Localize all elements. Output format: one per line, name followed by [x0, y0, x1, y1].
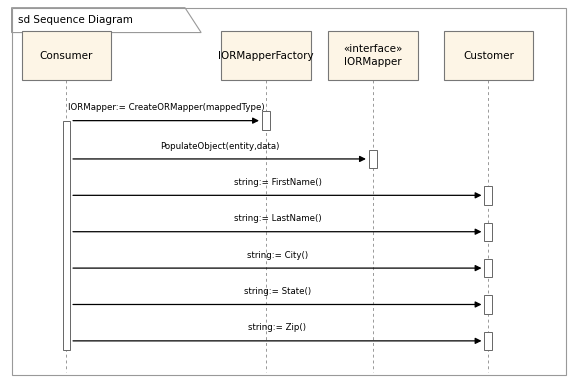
Bar: [62, 121, 71, 350]
Bar: [484, 295, 492, 314]
Bar: [22, 31, 112, 80]
Bar: [444, 31, 533, 80]
Text: string:= State(): string:= State(): [244, 287, 311, 296]
Text: Customer: Customer: [463, 51, 514, 61]
Text: string:= Zip(): string:= Zip(): [249, 324, 306, 332]
Bar: [262, 111, 270, 130]
Text: PopulateObject(entity,data): PopulateObject(entity,data): [160, 142, 279, 151]
Text: Consumer: Consumer: [40, 51, 93, 61]
Bar: [484, 259, 492, 277]
Text: IORMapperFactory: IORMapperFactory: [218, 51, 314, 61]
Text: string:= FirstName(): string:= FirstName(): [234, 178, 321, 187]
Text: sd Sequence Diagram: sd Sequence Diagram: [18, 15, 134, 25]
Bar: [484, 223, 492, 241]
Text: «interface»
IORMapper: «interface» IORMapper: [343, 44, 402, 67]
Text: IORMapper:= CreateORMapper(mappedType): IORMapper:= CreateORMapper(mappedType): [68, 103, 265, 112]
Bar: [328, 31, 417, 80]
Text: string:= City(): string:= City(): [247, 251, 308, 260]
Text: string:= LastName(): string:= LastName(): [234, 214, 321, 223]
Bar: [221, 31, 311, 80]
Bar: [369, 150, 377, 168]
Bar: [484, 332, 492, 350]
Bar: [484, 186, 492, 205]
